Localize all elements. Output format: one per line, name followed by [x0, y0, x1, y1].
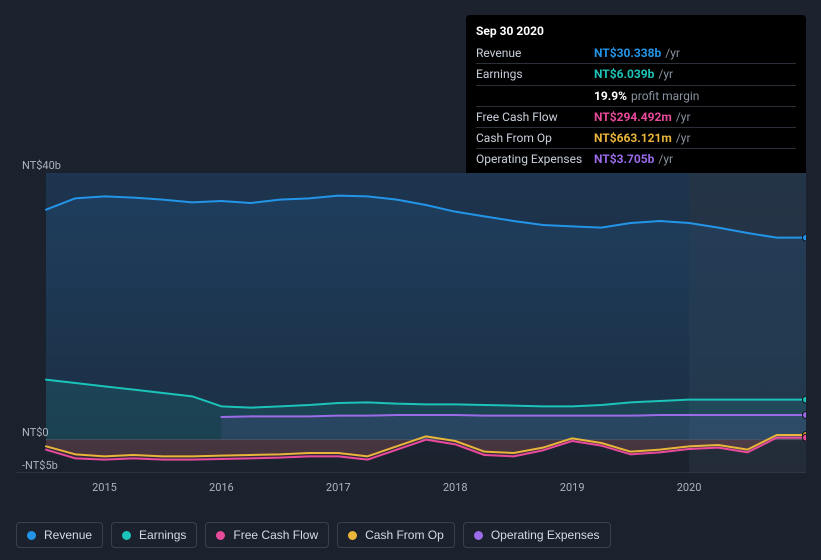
series-area: [221, 415, 806, 440]
x-axis-label: 2017: [326, 481, 351, 494]
tooltip-row-label: Cash From Op: [476, 130, 594, 146]
y-axis-label: NT$40b: [22, 159, 61, 172]
tooltip-row-suffix: /yr: [676, 110, 691, 124]
legend-label: Earnings: [139, 528, 186, 542]
tooltip-row-value: NT$30.338b: [594, 46, 661, 60]
tooltip-date: Sep 30 2020: [476, 23, 796, 39]
x-axis-label: 2020: [677, 481, 702, 494]
legend-item[interactable]: Cash From Op: [337, 522, 455, 548]
series-endpoint: [803, 434, 807, 441]
tooltip-row-suffix: /yr: [665, 46, 680, 60]
series-endpoint: [803, 412, 807, 419]
tooltip-row-label: Operating Expenses: [476, 151, 594, 167]
y-axis-label: -NT$5b: [22, 459, 58, 472]
legend-label: Free Cash Flow: [233, 528, 318, 542]
financials-chart[interactable]: [16, 173, 806, 473]
series-endpoint: [803, 396, 807, 403]
legend-item[interactable]: Free Cash Flow: [205, 522, 329, 548]
tooltip-row-label: Earnings: [476, 66, 594, 82]
tooltip-row: EarningsNT$6.039b/yr: [476, 63, 796, 84]
tooltip-row-suffix: profit margin: [631, 89, 699, 103]
tooltip-row: 19.9% profit margin: [476, 85, 796, 106]
tooltip-row: RevenueNT$30.338b/yr: [476, 43, 796, 63]
x-axis-label: 2018: [443, 481, 468, 494]
chart-tooltip: Sep 30 2020 RevenueNT$30.338b/yrEarnings…: [466, 15, 806, 177]
legend-dot-icon: [348, 531, 357, 540]
x-axis-label: 2016: [209, 481, 234, 494]
legend-item[interactable]: Earnings: [111, 522, 197, 548]
legend-dot-icon: [27, 531, 36, 540]
tooltip-row: Free Cash FlowNT$294.492m/yr: [476, 106, 796, 127]
tooltip-row-suffix: /yr: [676, 131, 691, 145]
tooltip-row-label: [476, 88, 594, 104]
legend-label: Revenue: [44, 528, 92, 542]
tooltip-row: Cash From OpNT$663.121m/yr: [476, 127, 796, 148]
x-axis-label: 2019: [560, 481, 585, 494]
tooltip-row-suffix: /yr: [658, 67, 673, 81]
legend-dot-icon: [122, 531, 131, 540]
tooltip-row-suffix: /yr: [658, 152, 673, 166]
series-endpoint: [803, 234, 807, 241]
tooltip-row-label: Free Cash Flow: [476, 109, 594, 125]
tooltip-row-value: 19.9%: [594, 89, 627, 103]
tooltip-row: Operating ExpensesNT$3.705b/yr: [476, 148, 796, 169]
legend-dot-icon: [474, 531, 483, 540]
tooltip-row-label: Revenue: [476, 45, 594, 61]
tooltip-row-value: NT$294.492m: [594, 110, 672, 124]
chart-legend: Revenue Earnings Free Cash Flow Cash From O…: [16, 522, 611, 548]
legend-item[interactable]: Revenue: [16, 522, 103, 548]
legend-item[interactable]: Operating Expenses: [463, 522, 611, 548]
x-axis-label: 2015: [92, 481, 117, 494]
tooltip-row-value: NT$6.039b: [594, 67, 654, 81]
legend-label: Cash From Op: [365, 528, 444, 542]
tooltip-row-value: NT$3.705b: [594, 152, 654, 166]
tooltip-row-value: NT$663.121m: [594, 131, 672, 145]
y-axis-label: NT$0: [22, 426, 49, 439]
legend-label: Operating Expenses: [491, 528, 600, 542]
legend-dot-icon: [216, 531, 225, 540]
